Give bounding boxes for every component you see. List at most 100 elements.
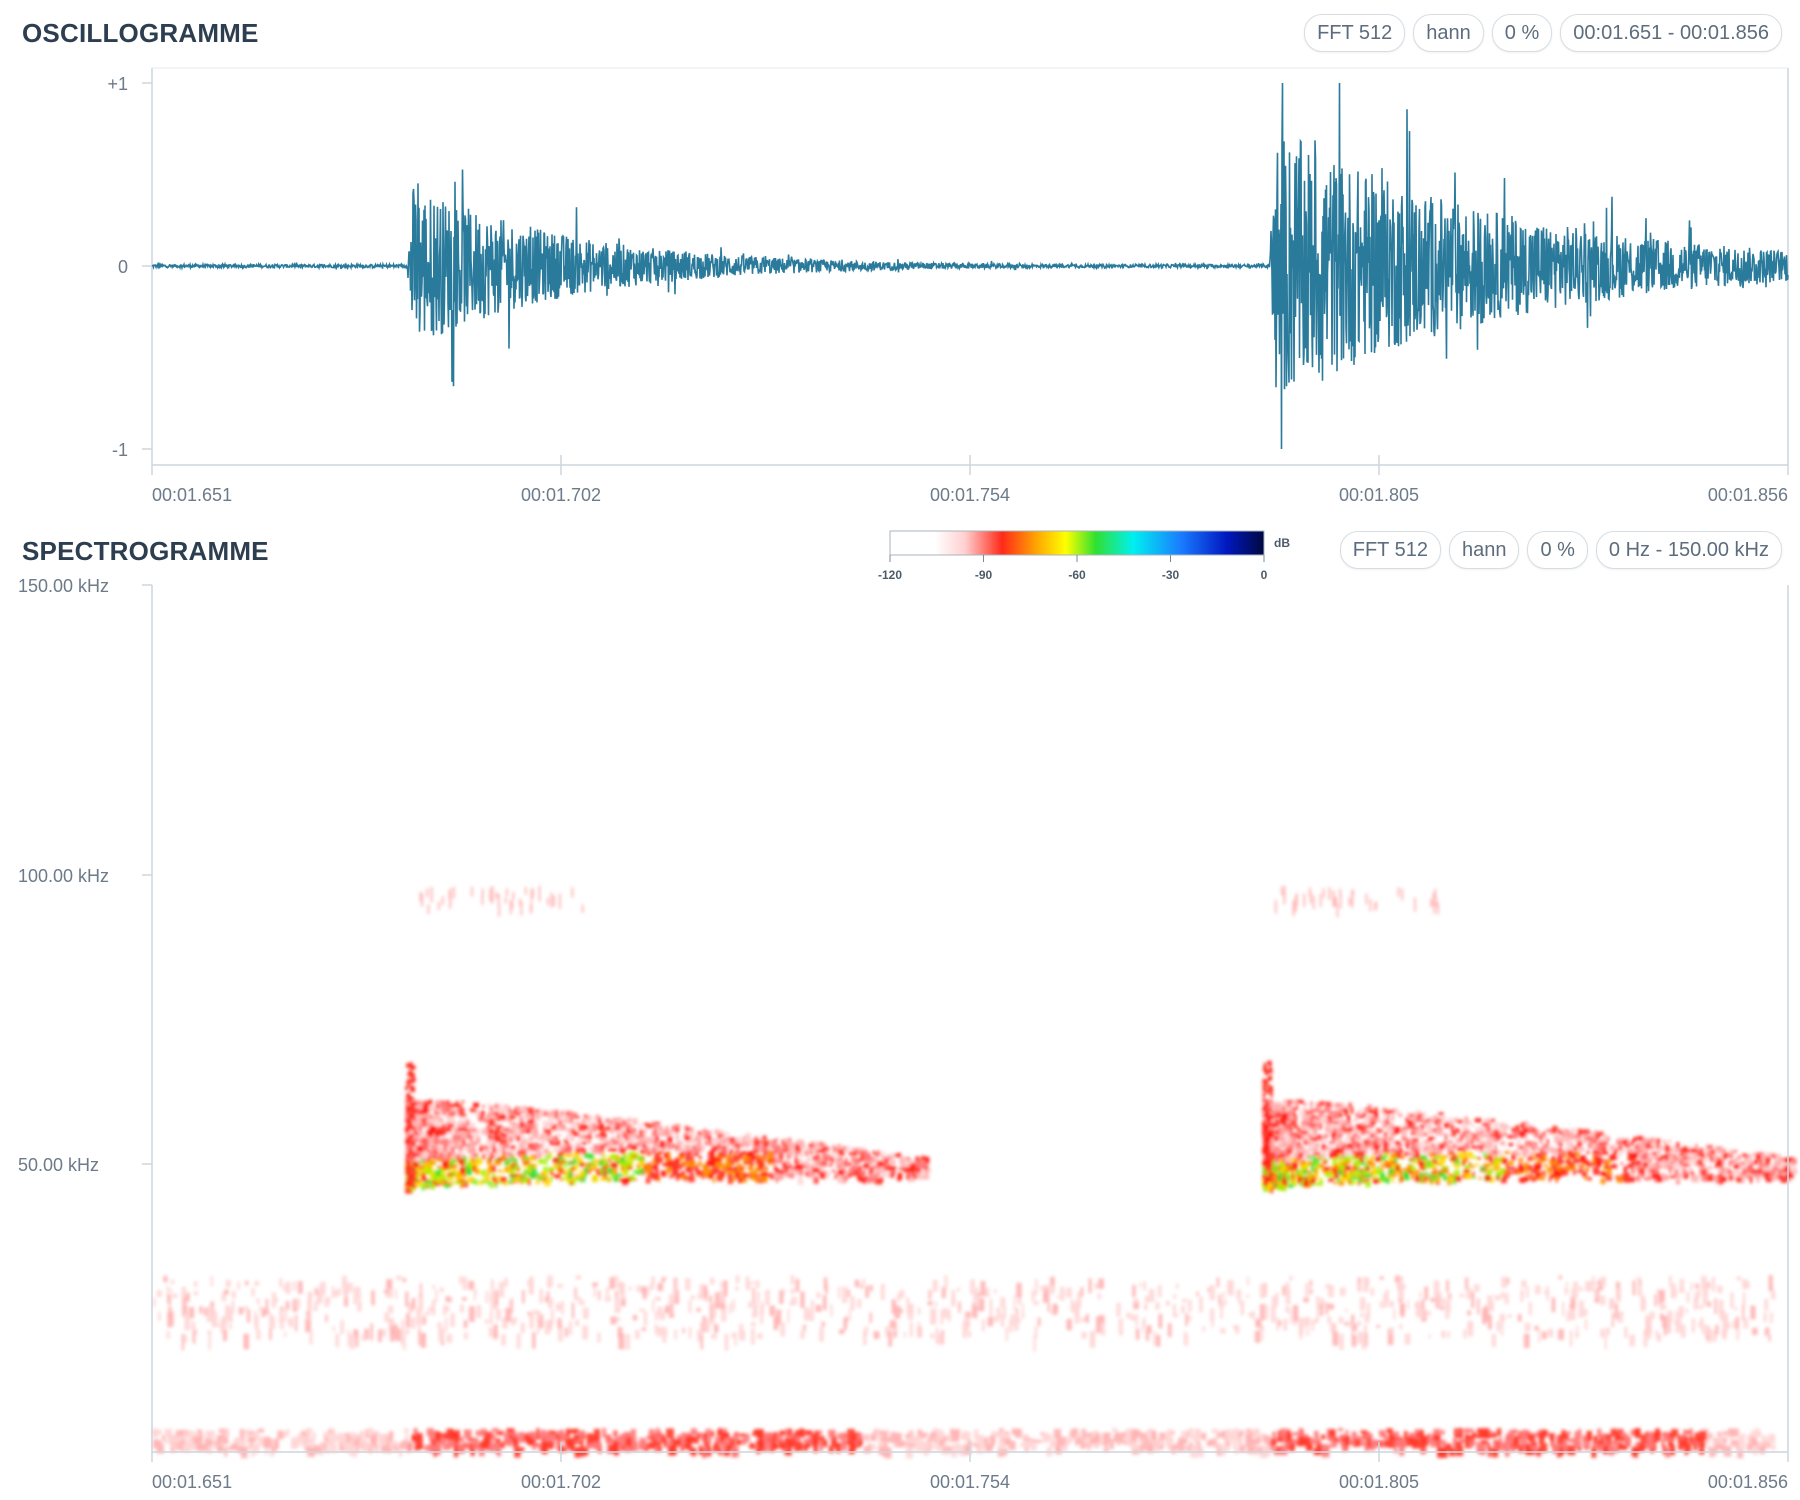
spectrogram-cell — [563, 1138, 568, 1143]
spectrogram-cell — [306, 1428, 311, 1438]
spectrogram-cell — [692, 1145, 696, 1150]
window-function-pill[interactable]: hann — [1448, 531, 1520, 569]
spectrogram-cell — [727, 1173, 733, 1178]
spectrogram-cell — [460, 1131, 464, 1138]
spectrogram-cell — [729, 1142, 734, 1148]
spectrogram-cell — [923, 1175, 930, 1180]
spectrogram-cell — [1711, 1441, 1718, 1445]
spectrogram-cell — [715, 1145, 718, 1151]
spectrogram-cell — [542, 1172, 548, 1179]
spectrogram-cell — [458, 1155, 465, 1160]
spectrogram-cell — [894, 1153, 898, 1158]
frequency-range-pill[interactable]: 0 Hz - 150.00 kHz — [1595, 531, 1782, 569]
spectrogram-cell — [353, 1298, 358, 1305]
spectrogram-cell — [484, 1145, 487, 1150]
spectrogram-cell — [492, 1131, 497, 1135]
spectrogram-cell — [896, 1432, 902, 1444]
spectrogram-cell — [528, 1279, 534, 1295]
spectrogram-cell — [1144, 1295, 1150, 1303]
oscillogram-plot[interactable]: +10-1 00:01.651 00:01.702 00:01.754 00:01.8… — [107, 67, 1789, 505]
spectrogram-cell — [794, 1430, 802, 1437]
spectrogram-cell — [1595, 1289, 1598, 1299]
spectrogram-cell — [675, 1174, 680, 1181]
spectrogram-cell — [309, 1428, 313, 1432]
spectrogram-cell — [861, 1150, 869, 1155]
spectrogram-cell — [424, 1162, 427, 1168]
spectrogram-cell — [747, 1165, 754, 1170]
spectrogram-cell — [686, 1166, 693, 1169]
spectrogram-cell — [500, 1176, 506, 1182]
spectrogram-cell — [730, 1167, 737, 1172]
spectrogram-cell — [394, 1324, 398, 1341]
spectrogram-cell — [686, 1162, 692, 1167]
spectrogram-cell — [714, 1138, 721, 1144]
spectrogram-cell — [814, 1430, 820, 1436]
overlap-pill[interactable]: 0 % — [1491, 14, 1553, 52]
spectrogram-cell — [578, 1124, 585, 1131]
spectrogram-cell — [700, 1176, 706, 1179]
spectrogram-cell — [1691, 1318, 1695, 1333]
spectrogram-cell — [1719, 1305, 1723, 1321]
spectrogram-cell — [737, 1136, 744, 1143]
spectrogram-cell — [924, 1170, 929, 1177]
spectrogram-cell — [847, 1173, 852, 1178]
spectrogram-cell — [722, 1442, 726, 1453]
spectrogram-cell — [1578, 1286, 1583, 1292]
spectrogram-cell — [1084, 1436, 1091, 1445]
spectrogram-cell — [430, 1145, 435, 1150]
spectrogram-cell — [771, 1139, 778, 1144]
spectrogram-cell — [1400, 1284, 1406, 1289]
spectrogram-cell — [1609, 1298, 1613, 1310]
spectrogram-cell — [918, 1163, 924, 1169]
spectrogram-cell — [1700, 1317, 1704, 1329]
window-function-pill[interactable]: hann — [1413, 14, 1484, 52]
spectrogram-cell — [751, 1150, 758, 1153]
fft-size-pill[interactable]: FFT 512 — [1339, 531, 1441, 569]
spectrogram-cell — [470, 1140, 476, 1145]
spectrogram-cell — [889, 1174, 894, 1178]
spectrogram-cell — [1221, 1445, 1230, 1452]
spectrogram-cell — [463, 1137, 469, 1140]
spectrogram-cell — [402, 1278, 407, 1283]
spectrogram-cell — [854, 1279, 860, 1288]
spectrogram-cell — [830, 1156, 835, 1163]
spectrogram-cell — [450, 1124, 454, 1128]
overlap-pill[interactable]: 0 % — [1527, 531, 1588, 569]
spectrogram-cell — [537, 1176, 541, 1181]
spectrogram-cell — [693, 1149, 700, 1154]
spectrogram-cell — [743, 1439, 747, 1444]
fft-size-pill[interactable]: FFT 512 — [1304, 14, 1406, 52]
spectrogram-cell — [163, 1440, 172, 1444]
spectrogram-cell — [447, 1121, 454, 1127]
spectrogram-cell — [524, 1126, 532, 1134]
spectrogram-cell — [788, 1163, 792, 1168]
spectrogram-cell — [948, 1310, 951, 1322]
spectrogram-cell — [1199, 1296, 1203, 1313]
spectrogram-cell — [245, 1429, 250, 1438]
spectrogram-cell — [1701, 1276, 1707, 1290]
spectrogram-cell — [541, 1177, 547, 1182]
spectrogram-cell — [844, 1316, 848, 1322]
spectrogram-cell — [431, 1184, 434, 1187]
spectrogram-cell — [580, 1147, 585, 1152]
spectrogram-cell — [490, 1122, 496, 1126]
spectrogram-cell — [1329, 1172, 1333, 1176]
spectrogram-cell — [932, 1279, 938, 1292]
spectrogram-cell — [521, 1139, 528, 1144]
time-range-pill[interactable]: 00:01.651 - 00:01.856 — [1560, 14, 1782, 52]
spectrogram-cell — [475, 1179, 479, 1185]
spectrogram-cell — [807, 1173, 812, 1179]
spectrogram-cell — [1143, 1317, 1146, 1327]
spectrogram-cell — [733, 1142, 741, 1148]
spectrogram-cell — [614, 1160, 620, 1164]
spectrogram-cell — [497, 1108, 504, 1114]
spectrogram-cell — [158, 1430, 162, 1435]
spectrogram-cell — [340, 1320, 344, 1335]
spectrogram-cell — [1435, 1444, 1441, 1448]
spectrogram-cell — [658, 1156, 663, 1163]
spectrogram-cell — [410, 1087, 414, 1092]
spectrogram-cell — [706, 1441, 711, 1451]
spectrogram-cell — [634, 1156, 640, 1160]
spectrogram-cell — [742, 1151, 747, 1156]
